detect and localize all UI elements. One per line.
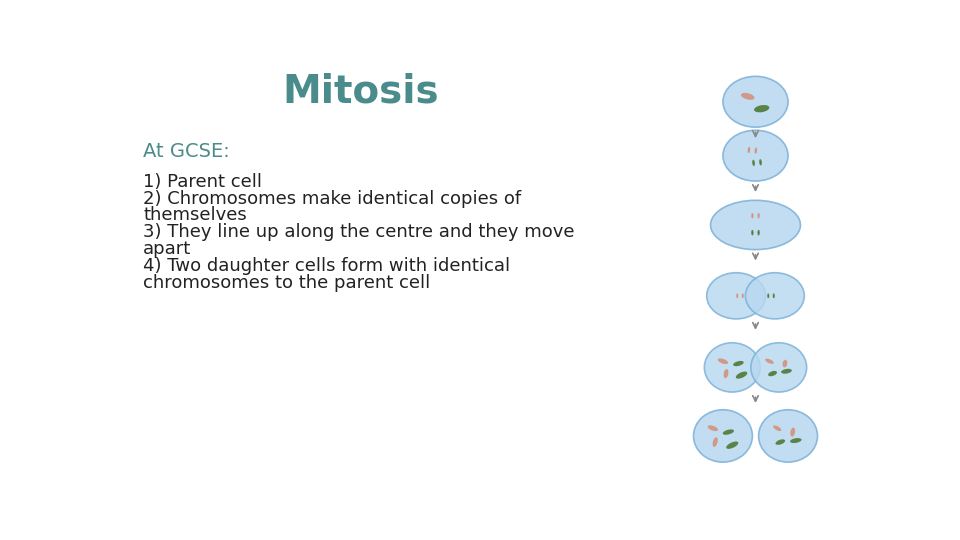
Ellipse shape (759, 159, 761, 163)
Text: Mitosis: Mitosis (282, 73, 439, 111)
Ellipse shape (748, 149, 750, 153)
Ellipse shape (755, 150, 757, 154)
Ellipse shape (765, 359, 774, 364)
Ellipse shape (736, 293, 738, 296)
Ellipse shape (752, 230, 754, 234)
Ellipse shape (735, 372, 747, 379)
Ellipse shape (768, 371, 777, 376)
Ellipse shape (753, 160, 755, 164)
Ellipse shape (773, 295, 775, 298)
Text: themselves: themselves (143, 206, 247, 225)
Text: 3) They line up along the centre and they move: 3) They line up along the centre and the… (143, 224, 575, 241)
Ellipse shape (736, 295, 738, 298)
Ellipse shape (781, 369, 792, 374)
Ellipse shape (758, 410, 818, 462)
Ellipse shape (752, 215, 754, 219)
Ellipse shape (757, 230, 759, 234)
Ellipse shape (745, 273, 804, 319)
Ellipse shape (752, 232, 754, 235)
Ellipse shape (708, 426, 718, 431)
Text: 2) Chromosomes make identical copies of: 2) Chromosomes make identical copies of (143, 190, 521, 207)
Ellipse shape (757, 232, 759, 235)
Ellipse shape (741, 93, 755, 100)
Ellipse shape (773, 293, 775, 296)
Ellipse shape (710, 200, 801, 249)
Ellipse shape (742, 293, 744, 296)
Ellipse shape (767, 293, 769, 296)
Text: 1) Parent cell: 1) Parent cell (143, 173, 262, 191)
Ellipse shape (767, 295, 769, 298)
Text: At GCSE:: At GCSE: (143, 142, 230, 161)
Ellipse shape (790, 428, 795, 437)
Ellipse shape (773, 426, 781, 431)
Ellipse shape (754, 105, 769, 112)
Ellipse shape (757, 213, 759, 217)
Ellipse shape (693, 410, 753, 462)
Ellipse shape (776, 440, 785, 445)
Ellipse shape (782, 360, 787, 367)
Ellipse shape (723, 429, 734, 435)
Ellipse shape (790, 438, 802, 443)
Ellipse shape (748, 147, 751, 151)
Ellipse shape (755, 147, 757, 152)
Ellipse shape (723, 76, 788, 127)
Ellipse shape (753, 162, 755, 166)
Ellipse shape (712, 437, 718, 447)
Ellipse shape (759, 161, 762, 165)
Ellipse shape (718, 359, 728, 364)
Ellipse shape (705, 343, 760, 392)
Ellipse shape (757, 215, 759, 219)
Ellipse shape (724, 369, 729, 378)
Text: apart: apart (143, 240, 191, 258)
Text: 4) Two daughter cells form with identical: 4) Two daughter cells form with identica… (143, 257, 511, 275)
Text: chromosomes to the parent cell: chromosomes to the parent cell (143, 274, 430, 292)
Ellipse shape (751, 343, 806, 392)
Ellipse shape (733, 361, 744, 366)
Ellipse shape (742, 295, 744, 298)
Ellipse shape (726, 442, 738, 449)
Ellipse shape (752, 213, 754, 217)
Ellipse shape (707, 273, 765, 319)
Ellipse shape (723, 130, 788, 181)
